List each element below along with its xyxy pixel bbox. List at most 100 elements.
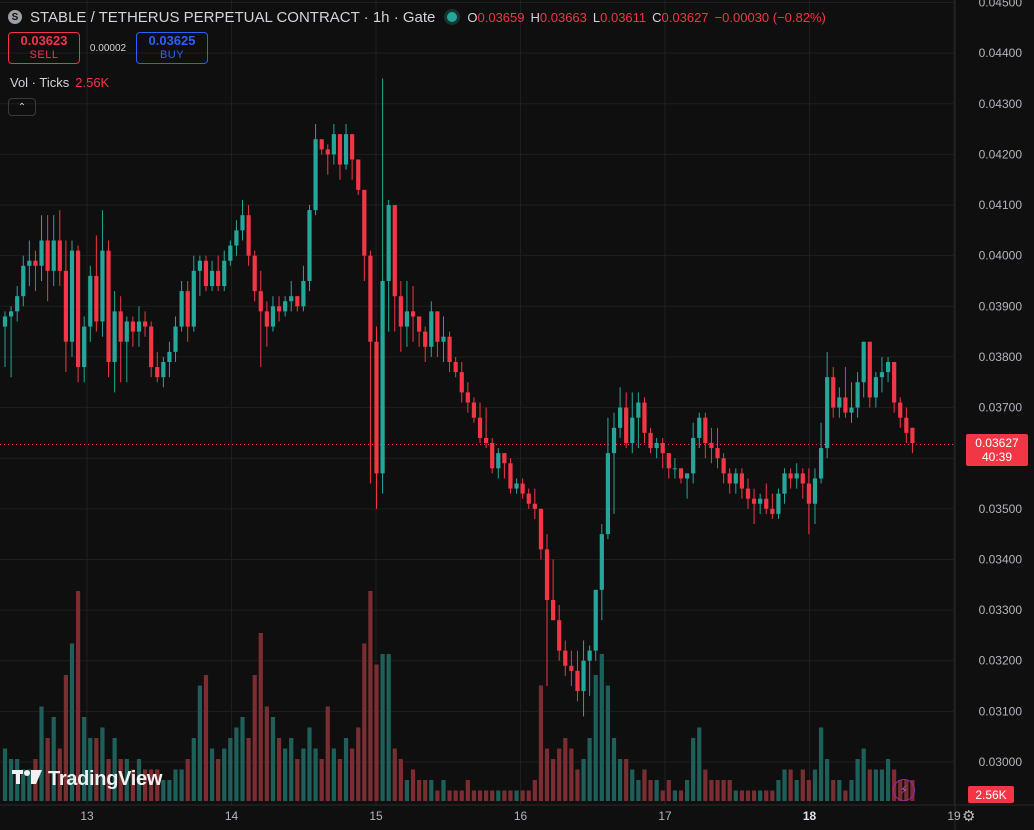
sell-button[interactable]: 0.03623 SELL xyxy=(8,32,80,64)
volume-bar xyxy=(758,790,763,801)
volume-bar xyxy=(289,738,294,801)
candle-body xyxy=(709,443,714,449)
candle-body xyxy=(301,280,306,307)
candle-body xyxy=(100,250,105,322)
price-tick-label: 0.04400 xyxy=(979,46,1023,60)
volume-bar xyxy=(770,790,775,801)
candle-body xyxy=(82,326,87,368)
candle-body xyxy=(630,417,635,444)
candle-body xyxy=(660,443,665,454)
volume-bar xyxy=(776,780,781,801)
volume-bar xyxy=(417,780,422,801)
volume-bar xyxy=(246,738,251,801)
volume-bar xyxy=(319,759,324,801)
last-price-value: 0.03627 xyxy=(975,436,1019,450)
symbol-title[interactable]: STABLE / TETHERUS PERPETUAL CONTRACT · 1… xyxy=(30,8,436,26)
last-price-countdown: 40:39 xyxy=(982,450,1012,464)
candle-body xyxy=(684,473,690,479)
candle-body xyxy=(642,402,647,433)
lightning-icon[interactable]: ⚡ xyxy=(893,779,915,801)
candle-body xyxy=(477,417,483,438)
volume-bar xyxy=(276,738,282,801)
candle-body xyxy=(228,245,233,261)
volume-bar xyxy=(818,727,824,801)
candle-body xyxy=(173,326,178,352)
volume-bar xyxy=(794,780,799,801)
candle-body xyxy=(453,361,458,373)
candle-body xyxy=(849,407,854,413)
volume-bar xyxy=(520,790,525,801)
candle-body xyxy=(283,301,288,312)
volume-bar xyxy=(264,706,269,801)
stable-coin-icon[interactable]: S xyxy=(8,10,22,24)
candle-body xyxy=(295,296,300,307)
candle-body xyxy=(423,331,428,347)
candle-body xyxy=(27,260,32,266)
volume-bar xyxy=(252,675,257,801)
candle-body xyxy=(191,270,196,327)
candle-body xyxy=(575,670,580,692)
candle-body xyxy=(331,134,336,155)
volume-bar xyxy=(331,748,336,801)
volume-bar xyxy=(563,738,568,801)
candle-body xyxy=(203,260,209,287)
volume-legend-label: Vol · Ticks xyxy=(10,75,70,90)
volume-bar xyxy=(678,790,684,801)
candle-body xyxy=(368,255,373,342)
volume-bar xyxy=(94,738,99,801)
volume-bar xyxy=(764,790,769,801)
candle-body xyxy=(142,321,148,327)
volume-bar xyxy=(727,780,732,801)
candle-body xyxy=(758,498,763,504)
candle-body xyxy=(350,134,355,160)
volume-bar xyxy=(624,759,629,801)
volume-bar xyxy=(867,769,872,801)
volume-bar xyxy=(502,790,507,801)
volume-bar xyxy=(855,759,860,801)
candle-body xyxy=(605,453,611,535)
candle-body xyxy=(465,392,470,403)
buy-label: BUY xyxy=(159,49,185,61)
candle-body xyxy=(112,311,117,362)
volume-bar xyxy=(350,748,355,801)
time-axis[interactable]: 13 14 15 16 17 18 19 xyxy=(80,809,961,823)
candle-body xyxy=(599,534,604,590)
candle-body xyxy=(69,250,75,342)
volume-bar xyxy=(240,717,245,801)
candle-body xyxy=(654,443,659,449)
candle-body xyxy=(276,306,282,312)
price-tick-label: 0.04000 xyxy=(979,249,1023,263)
volume-bar xyxy=(173,769,178,801)
collapse-legend-button[interactable]: ⌃ xyxy=(8,98,36,116)
candle-body xyxy=(222,260,227,287)
candle-body xyxy=(197,260,202,271)
candle-body xyxy=(209,270,215,287)
candle-body xyxy=(496,453,501,469)
price-axis[interactable]: 0.04500 0.04400 0.04300 0.04200 0.04100 0.040… xyxy=(979,0,1023,769)
candle-body xyxy=(441,336,446,342)
candle-body xyxy=(770,508,775,514)
volume-bar xyxy=(684,780,690,801)
chevron-up-icon: ⌃ xyxy=(17,101,27,113)
candle-body xyxy=(234,230,239,246)
candle-body xyxy=(861,341,866,383)
volume-legend[interactable]: Vol · Ticks 2.56K xyxy=(10,75,109,90)
ohlc-values: O0.03659 H0.03663 L0.03611 C0.03627 −0.0… xyxy=(467,9,826,25)
candle-body xyxy=(337,134,343,165)
candle-body xyxy=(818,448,824,479)
volume-bar xyxy=(575,769,580,801)
volume-badge-value: 2.56K xyxy=(975,788,1006,802)
market-open-icon xyxy=(447,12,458,22)
gear-icon[interactable]: ⚙ xyxy=(962,808,976,825)
tradingview-logo[interactable]: TradingView xyxy=(12,768,162,791)
buy-button[interactable]: 0.03625 BUY xyxy=(136,32,208,64)
volume-bar xyxy=(203,675,209,801)
candle-body xyxy=(794,473,799,479)
price-tick-label: 0.04300 xyxy=(979,97,1023,111)
volume-bar xyxy=(69,643,75,801)
sell-price: 0.03623 xyxy=(20,33,68,48)
candle-body xyxy=(855,382,860,408)
candle-body xyxy=(57,240,62,271)
time-tick-label: 17 xyxy=(658,809,672,823)
